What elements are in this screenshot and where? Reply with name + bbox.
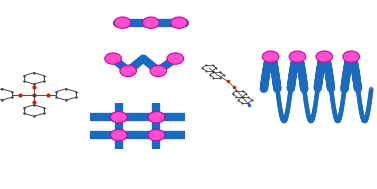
Ellipse shape xyxy=(110,129,127,141)
Ellipse shape xyxy=(150,65,167,77)
Ellipse shape xyxy=(148,129,165,141)
Ellipse shape xyxy=(105,53,121,64)
Ellipse shape xyxy=(262,51,279,62)
Ellipse shape xyxy=(143,17,159,28)
Ellipse shape xyxy=(316,51,333,62)
Ellipse shape xyxy=(110,112,127,123)
Ellipse shape xyxy=(289,51,306,62)
Ellipse shape xyxy=(171,17,187,28)
Ellipse shape xyxy=(148,112,165,123)
Ellipse shape xyxy=(167,53,184,64)
Ellipse shape xyxy=(114,17,131,28)
Ellipse shape xyxy=(343,51,360,62)
Ellipse shape xyxy=(120,65,136,77)
